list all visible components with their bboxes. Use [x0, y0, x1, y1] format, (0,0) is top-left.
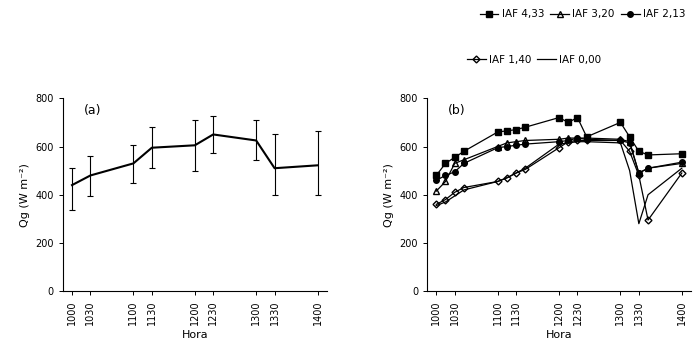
IAF 1,40 — [582, 138, 591, 143]
IAF 2,13 — [432, 178, 440, 182]
IAF 2,13 — [564, 138, 572, 143]
IAF 0,00 — [634, 221, 643, 226]
IAF 4,33 — [432, 173, 440, 178]
IAF 4,33 — [582, 135, 591, 139]
IAF 0,00 — [521, 166, 530, 170]
IAF 0,00 — [644, 193, 652, 197]
IAF 2,13 — [582, 137, 591, 142]
IAF 3,20 — [634, 171, 643, 175]
IAF 3,20 — [432, 189, 440, 193]
IAF 3,20 — [644, 166, 652, 170]
IAF 3,20 — [493, 144, 502, 149]
IAF 1,40 — [644, 218, 652, 222]
IAF 1,40 — [555, 146, 563, 150]
IAF 1,40 — [678, 171, 686, 175]
IAF 1,40 — [493, 179, 502, 184]
IAF 4,33 — [521, 125, 530, 130]
Line: IAF 4,33: IAF 4,33 — [433, 115, 685, 178]
Y-axis label: Qg (W m⁻²): Qg (W m⁻²) — [384, 163, 394, 227]
IAF 0,00 — [573, 139, 581, 144]
IAF 1,40 — [512, 171, 520, 175]
IAF 0,00 — [512, 171, 520, 175]
IAF 0,00 — [441, 200, 450, 204]
IAF 2,13 — [460, 161, 468, 166]
Legend: IAF 4,33, IAF 3,20, IAF 2,13: IAF 4,33, IAF 3,20, IAF 2,13 — [475, 5, 690, 24]
IAF 4,33 — [555, 115, 563, 120]
IAF 2,13 — [573, 136, 581, 140]
IAF 0,00 — [503, 176, 511, 180]
IAF 2,13 — [555, 139, 563, 144]
X-axis label: Hora: Hora — [181, 331, 208, 340]
IAF 4,33 — [441, 161, 450, 166]
IAF 4,33 — [616, 120, 625, 124]
IAF 1,40 — [503, 176, 511, 180]
IAF 1,40 — [441, 197, 450, 202]
IAF 4,33 — [564, 120, 572, 124]
IAF 3,20 — [450, 161, 459, 166]
IAF 2,13 — [678, 160, 686, 165]
Legend: IAF 1,40, IAF 0,00: IAF 1,40, IAF 0,00 — [463, 51, 606, 69]
IAF 4,33 — [634, 149, 643, 154]
IAF 0,00 — [678, 166, 686, 170]
IAF 1,40 — [625, 149, 634, 154]
IAF 0,00 — [432, 203, 440, 208]
IAF 3,20 — [521, 138, 530, 143]
IAF 4,33 — [503, 128, 511, 133]
IAF 4,33 — [644, 153, 652, 157]
IAF 2,13 — [616, 138, 625, 143]
IAF 3,20 — [512, 139, 520, 144]
IAF 1,40 — [450, 190, 459, 194]
X-axis label: Hora: Hora — [546, 331, 572, 340]
IAF 2,13 — [503, 144, 511, 149]
IAF 2,13 — [512, 143, 520, 147]
IAF 4,33 — [512, 127, 520, 132]
IAF 1,40 — [634, 173, 643, 178]
IAF 3,20 — [573, 136, 581, 140]
IAF 3,20 — [582, 136, 591, 140]
Line: IAF 1,40: IAF 1,40 — [434, 138, 684, 222]
IAF 2,13 — [521, 142, 530, 146]
Line: IAF 3,20: IAF 3,20 — [433, 135, 685, 194]
IAF 0,00 — [616, 141, 625, 145]
IAF 1,40 — [564, 139, 572, 144]
IAF 2,13 — [634, 171, 643, 175]
IAF 3,20 — [616, 137, 625, 142]
IAF 1,40 — [616, 138, 625, 143]
IAF 2,13 — [625, 141, 634, 145]
Y-axis label: Qg (W m⁻²): Qg (W m⁻²) — [20, 163, 30, 227]
IAF 0,00 — [564, 141, 572, 145]
IAF 2,13 — [441, 173, 450, 178]
IAF 1,40 — [521, 167, 530, 171]
IAF 0,00 — [450, 194, 459, 198]
IAF 3,20 — [564, 136, 572, 140]
IAF 3,20 — [555, 137, 563, 142]
IAF 4,33 — [573, 115, 581, 120]
IAF 3,20 — [678, 161, 686, 166]
IAF 1,40 — [460, 185, 468, 190]
IAF 2,13 — [450, 170, 459, 174]
IAF 3,20 — [503, 141, 511, 145]
Line: IAF 0,00: IAF 0,00 — [436, 142, 682, 223]
IAF 4,33 — [450, 155, 459, 159]
IAF 0,00 — [582, 139, 591, 144]
Text: (b): (b) — [448, 104, 466, 117]
Line: IAF 2,13: IAF 2,13 — [433, 135, 685, 183]
IAF 2,13 — [644, 166, 652, 170]
IAF 4,33 — [460, 149, 468, 154]
IAF 0,00 — [460, 188, 468, 192]
IAF 0,00 — [555, 142, 563, 146]
IAF 1,40 — [432, 202, 440, 207]
IAF 4,33 — [678, 151, 686, 156]
IAF 1,40 — [573, 138, 581, 143]
IAF 3,20 — [625, 139, 634, 144]
IAF 2,13 — [493, 146, 502, 150]
IAF 3,20 — [441, 179, 450, 184]
Text: (a): (a) — [84, 104, 101, 117]
IAF 3,20 — [460, 158, 468, 162]
IAF 0,00 — [493, 179, 502, 184]
IAF 4,33 — [625, 135, 634, 139]
IAF 4,33 — [493, 130, 502, 134]
IAF 0,00 — [625, 169, 634, 173]
